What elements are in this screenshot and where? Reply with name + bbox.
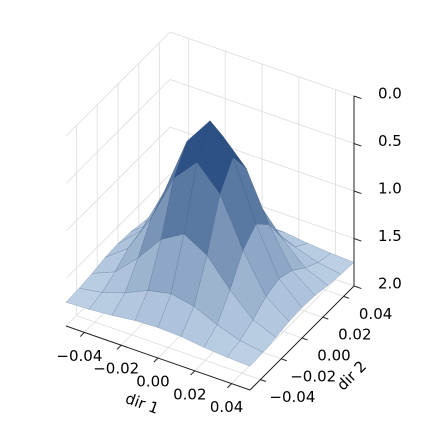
z-tick-label: 1.5 bbox=[378, 227, 402, 245]
y-tick-label: −0.02 bbox=[290, 367, 336, 385]
x-tick-label: 0.02 bbox=[173, 385, 206, 403]
y-tick bbox=[322, 316, 329, 320]
x-tick bbox=[79, 332, 85, 337]
y-tick-label: 0.04 bbox=[359, 305, 392, 323]
surface-face bbox=[265, 278, 303, 322]
x-axis-label: dir 1 bbox=[123, 389, 161, 418]
y-tick bbox=[343, 295, 350, 299]
z-tick bbox=[353, 190, 362, 195]
surface-face bbox=[304, 262, 342, 286]
x-tick-label: 0.04 bbox=[210, 398, 243, 416]
surface-face bbox=[252, 296, 290, 338]
surface-face bbox=[226, 340, 264, 367]
surface-face bbox=[291, 267, 329, 296]
z-tick-label: 1.0 bbox=[378, 180, 402, 198]
x-tick-label: −0.04 bbox=[56, 347, 102, 365]
y-tick-label: 0.02 bbox=[338, 326, 371, 344]
z-tick bbox=[353, 285, 362, 290]
grid-line bbox=[65, 79, 171, 184]
grid-line bbox=[65, 126, 171, 232]
grid-line bbox=[76, 315, 261, 380]
y-tick-label: −0.04 bbox=[269, 388, 315, 406]
y-tick bbox=[301, 337, 308, 341]
grid-line bbox=[169, 31, 355, 97]
x-tick-label: 0.00 bbox=[136, 373, 169, 391]
z-tick-label: 0.5 bbox=[378, 132, 402, 150]
y-tick bbox=[281, 358, 287, 362]
z-tick bbox=[353, 95, 362, 100]
grid-line bbox=[169, 79, 355, 144]
x-tick bbox=[116, 344, 122, 350]
x-tick bbox=[227, 383, 232, 389]
z-tick-label: 2.0 bbox=[378, 275, 402, 293]
z-tick-label: 0.0 bbox=[378, 85, 402, 103]
z-tick bbox=[353, 143, 362, 147]
x-tick bbox=[190, 370, 196, 376]
x-tick-label: −0.02 bbox=[93, 360, 139, 378]
grid-line bbox=[65, 174, 171, 279]
x-tick bbox=[153, 357, 159, 363]
y-tick bbox=[260, 379, 267, 382]
grid-line bbox=[65, 31, 171, 137]
surface-face bbox=[278, 270, 316, 308]
z-tick bbox=[353, 238, 362, 242]
y-tick-label: 0.00 bbox=[317, 347, 350, 365]
